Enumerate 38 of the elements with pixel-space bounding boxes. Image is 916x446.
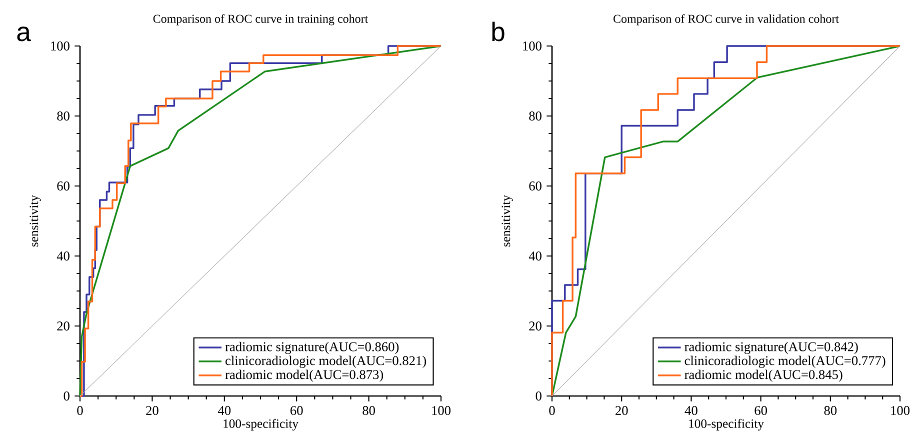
text: b (492, 22, 504, 42)
y-axis-title: sensitivity (502, 194, 513, 247)
y-tick-label: 0 (536, 392, 542, 400)
legend-label: radiomic model(AUC=0.873) (225, 370, 384, 382)
x-tick-label: 80 (362, 406, 375, 416)
y-tick-label: 20 (529, 322, 542, 330)
y-tick-label: 100 (523, 42, 542, 50)
y-tick-label: 40 (528, 252, 542, 260)
x-tick-label: 60 (290, 406, 303, 416)
x-tick-label: 80 (824, 406, 837, 416)
x-tick-label: 60 (754, 406, 767, 416)
y-tick-label: 80 (529, 112, 542, 120)
x-axis-title: 100-specificity (224, 418, 298, 431)
text: a (17, 26, 31, 42)
chart-title: Comparison of ROC curve in validation cohort (614, 14, 839, 26)
legend-label: clinicoradiologic model(AUC=0.821) (226, 356, 426, 368)
y-tick-label: 0 (64, 392, 70, 400)
legend-label: radiomic model(AUC=0.845) (684, 370, 842, 382)
y-axis-title: sensitivity (30, 194, 41, 247)
x-axis-title: 100-specificity (689, 418, 764, 431)
x-tick-label: 20 (146, 406, 158, 416)
y-tick-label: 40 (56, 252, 70, 260)
x-tick-label: 100 (891, 406, 910, 416)
legend-label: clinicoradiologic model(AUC=0.777) (684, 356, 886, 368)
y-tick-label: 60 (529, 182, 542, 190)
x-tick-label: 0 (549, 406, 555, 416)
y-tick-label: 60 (57, 182, 70, 190)
chart-title: Comparison of ROC curve in training cohort (153, 14, 368, 26)
y-tick-label: 100 (51, 42, 70, 50)
x-tick-label: 40 (218, 406, 231, 416)
x-tick-label: 100 (432, 406, 451, 416)
legend-label: radiomic signature(AUC=0.842) (684, 342, 858, 354)
x-tick-label: 0 (77, 406, 83, 416)
y-tick-label: 20 (57, 322, 70, 330)
x-tick-label: 20 (616, 406, 628, 416)
legend-label: radiomic signature(AUC=0.860) (225, 342, 399, 354)
x-tick-label: 40 (684, 406, 698, 416)
y-tick-label: 80 (57, 112, 70, 120)
